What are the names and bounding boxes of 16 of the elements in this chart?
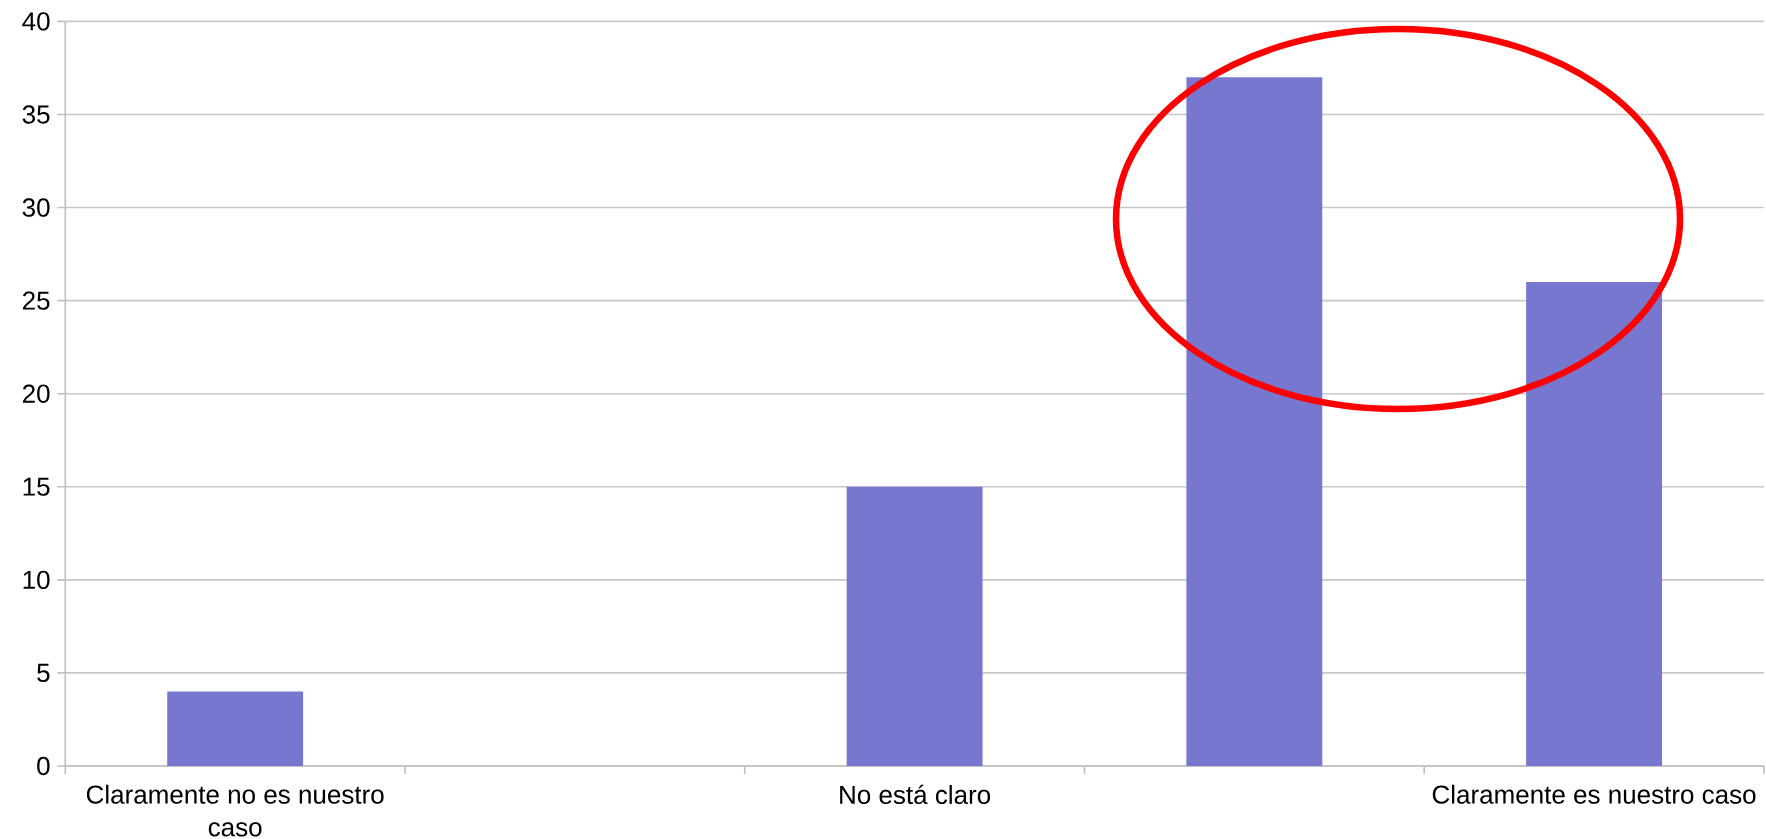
y-tick-label: 15 — [23, 477, 50, 496]
y-tick-label: 40 — [22, 12, 50, 31]
y-tick-label: 10 — [23, 570, 50, 590]
x-tick-label: Claramente no es nuestro caso — [86, 784, 384, 837]
y-tick-label: 20 — [22, 384, 50, 403]
bar — [1186, 77, 1323, 766]
x-tick-label: No está claro — [840, 784, 991, 805]
y-tick-label: 35 — [22, 105, 50, 124]
y-tick-label: 25 — [22, 291, 50, 310]
y-tick-label: 5 — [37, 663, 50, 682]
x-tick-label: Claramente es nuestro caso — [1432, 784, 1756, 804]
y-tick-label: 0 — [37, 756, 50, 776]
bar — [846, 486, 983, 766]
y-tick-label: 30 — [22, 198, 50, 217]
bar — [1526, 282, 1663, 766]
bar — [167, 691, 304, 766]
